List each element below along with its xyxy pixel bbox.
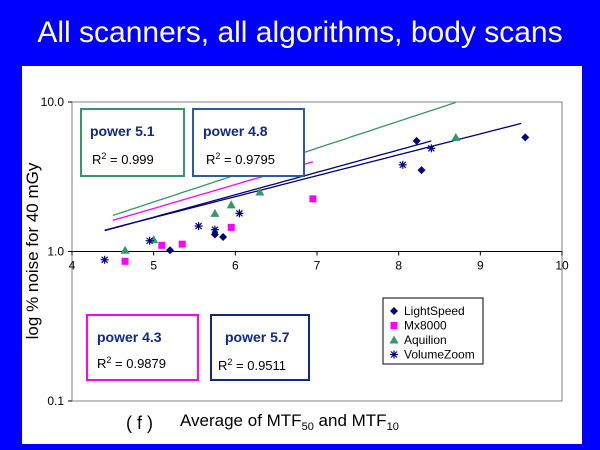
annotation-r2-value: = 0.9879: [111, 356, 166, 371]
data-point-mx8000: [121, 257, 129, 265]
trendline-lightspeed: [104, 122, 522, 231]
annotation-power-4-8: power 4.8 R2 = 0.9795: [192, 108, 305, 177]
annotation-box-magenta: [86, 314, 199, 381]
x-tick-label: 5: [150, 259, 157, 273]
data-point-aquilion: [451, 132, 461, 141]
data-point-volumezoom: [100, 255, 109, 264]
legend-label-aquilion: Aquilion: [404, 333, 447, 347]
y-tick-label: 0.1: [47, 394, 64, 408]
x-axis-label-main: Average of MTF: [180, 411, 302, 430]
data-point-mx8000: [178, 240, 186, 248]
x-axis-label-mid: and MTF: [314, 411, 387, 430]
legend-label-lightspeed: LightSpeed: [404, 304, 465, 318]
annotation-r2-value: = 0.9511: [232, 358, 286, 373]
data-point-lightspeed: [166, 246, 174, 255]
annotation-box-blue: [192, 108, 305, 177]
scatter-chart: 4 5 6 7 8 9 10 10.0 1.0 0.1 log % noise for 40 mG…: [23, 95, 569, 433]
annotation-r2-sup: 2: [101, 151, 106, 161]
annotation-r2-value: = 0.999: [106, 152, 153, 167]
data-point-aquilion: [210, 208, 220, 217]
annotation-power-5-1: power 5.1 R2 = 0.999: [80, 108, 185, 177]
data-point-lightspeed: [412, 136, 421, 145]
annotation-r2-sup: 2: [227, 357, 232, 367]
data-point-aquilion: [120, 245, 130, 254]
annotation-power-5-7: power 5.7 R2 = 0.9511: [210, 314, 310, 381]
x-tick-label: 7: [314, 259, 321, 273]
annotation-r2-sup: 2: [106, 355, 111, 365]
panel-tag: ( f ): [126, 413, 153, 433]
annotation-r2: R2 = 0.999: [92, 151, 154, 167]
x-axis-label-sub-10: 10: [387, 421, 399, 433]
data-point-lightspeed: [521, 133, 530, 142]
annotation-title: power 5.7: [225, 329, 290, 345]
annotation-r2: R2 = 0.9795: [206, 151, 275, 167]
annotation-r2-sup: 2: [215, 151, 220, 161]
annotation-title: power 5.1: [90, 123, 155, 139]
x-tick-label: 10: [555, 259, 569, 273]
data-point-aquilion: [255, 187, 265, 196]
annotation-power-4-3: power 4.3 R2 = 0.9879: [86, 314, 199, 381]
trendline-volumezoom: [104, 140, 432, 232]
x-axis-label: Average of MTF50 and MTF10: [180, 411, 399, 433]
legend-marker-aquilion: [389, 335, 399, 344]
legend-label-volumezoom: VolumeZoom: [404, 348, 475, 362]
annotation-r2: R2 = 0.9879: [97, 355, 166, 371]
legend-marker-mx8000: [390, 322, 398, 329]
x-axis-label-sub-50: 50: [302, 421, 314, 433]
annotation-r2-prefix: R: [92, 152, 101, 167]
data-point-lightspeed: [417, 166, 426, 175]
data-point-volumezoom: [398, 160, 407, 169]
legend-box: [382, 297, 484, 365]
annotation-r2-prefix: R: [97, 356, 106, 371]
x-tick-label: 6: [232, 259, 239, 273]
data-point-mx8000: [158, 241, 166, 249]
y-tick-label: 1.0: [47, 245, 64, 259]
chart-panel: 4 5 6 7 8 9 10 10.0 1.0 0.1 log % noise for 40 mG…: [22, 66, 582, 444]
annotation-title: power 4.3: [97, 329, 162, 345]
x-tick-label: 9: [477, 259, 484, 273]
annotation-r2-value: = 0.9795: [220, 152, 275, 167]
legend-label-mx8000: Mx8000: [404, 319, 447, 333]
data-point-volumezoom: [235, 209, 244, 218]
data-point-volumezoom: [427, 144, 436, 153]
annotation-r2-prefix: R: [218, 358, 227, 373]
data-point-mx8000: [309, 195, 317, 203]
y-tick-label: 10.0: [41, 95, 65, 109]
data-point-mx8000: [227, 223, 235, 231]
annotation-r2-prefix: R: [206, 152, 215, 167]
annotation-box-green: [80, 108, 185, 177]
data-point-volumezoom: [210, 225, 219, 234]
legend-marker-lightspeed: [390, 307, 398, 315]
annotation-r2: R2 = 0.9511: [218, 357, 286, 373]
data-point-lightspeed: [219, 233, 228, 242]
data-point-volumezoom: [145, 236, 154, 245]
annotation-box-navy: [210, 314, 310, 381]
annotation-title: power 4.8: [203, 123, 268, 139]
slide-title: All scanners, all algorithms, body scans: [37, 16, 563, 49]
data-point-aquilion: [226, 200, 236, 209]
x-tick-label: 8: [395, 259, 402, 273]
x-tick-label: 4: [69, 259, 76, 273]
legend-marker-volumezoom: [390, 350, 398, 359]
data-point-volumezoom: [194, 222, 203, 231]
y-axis-label: log % noise for 40 mGy: [23, 162, 42, 339]
